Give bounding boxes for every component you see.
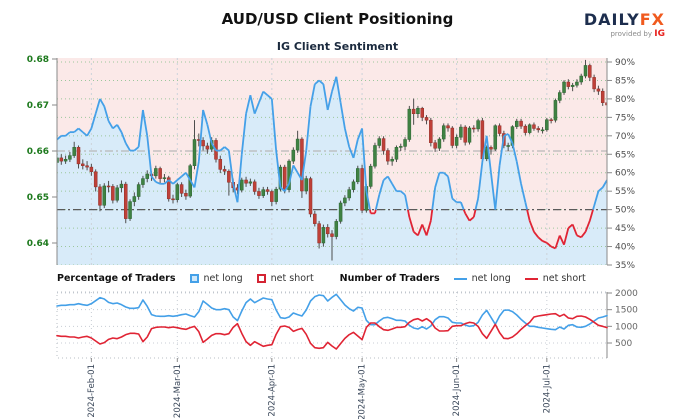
page-title: AUD/USD Client Positioning — [221, 10, 454, 28]
svg-text:85%: 85% — [615, 76, 635, 86]
svg-text:65%: 65% — [615, 150, 635, 160]
legend-num-net-long: net long — [453, 273, 511, 284]
legend-pct-heading: Percentage of Traders — [57, 273, 176, 284]
svg-text:75%: 75% — [615, 113, 635, 123]
dailyfx-logo: DAILYFX provided by IG — [583, 10, 665, 39]
svg-text:500: 500 — [615, 339, 632, 349]
svg-text:2024-Jun-01: 2024-Jun-01 — [452, 364, 462, 416]
svg-text:80%: 80% — [615, 95, 635, 105]
chart-subtitle: IG Client Sentiment — [276, 40, 399, 53]
svg-text:1500: 1500 — [615, 306, 638, 316]
provided-by-ig: provided by IG — [610, 28, 665, 39]
svg-text:0.67: 0.67 — [27, 101, 49, 111]
svg-text:2024-Apr-01: 2024-Apr-01 — [267, 364, 277, 417]
svg-text:0.64: 0.64 — [27, 239, 49, 249]
dailyfx-wordmark: DAILYFX — [583, 10, 665, 29]
svg-text:0.65: 0.65 — [27, 193, 49, 203]
net-short-swatch-icon — [256, 274, 266, 283]
svg-text:0.66: 0.66 — [27, 147, 49, 157]
legend-pct-net-short: net short — [256, 273, 314, 284]
svg-text:45%: 45% — [615, 224, 635, 234]
svg-text:2024-Mar-01: 2024-Mar-01 — [173, 364, 183, 418]
svg-text:60%: 60% — [615, 169, 635, 179]
svg-text:50%: 50% — [615, 206, 635, 216]
svg-text:0.68: 0.68 — [27, 55, 49, 65]
svg-text:55%: 55% — [615, 187, 635, 197]
legend: Percentage of Traders net long net short… — [57, 273, 617, 284]
svg-text:2024-Jul-01: 2024-Jul-01 — [542, 364, 552, 413]
svg-text:35%: 35% — [615, 261, 635, 271]
net-short-line-icon — [524, 277, 538, 280]
svg-text:40%: 40% — [615, 243, 635, 253]
svg-text:70%: 70% — [615, 132, 635, 142]
svg-text:2024-Feb-01: 2024-Feb-01 — [87, 364, 97, 418]
svg-text:2024-May-01: 2024-May-01 — [358, 364, 368, 419]
svg-text:2000: 2000 — [615, 289, 638, 299]
legend-pct-net-long: net long — [189, 273, 243, 284]
legend-num-heading: Number of Traders — [339, 273, 440, 284]
ig-logo: IG — [654, 28, 665, 39]
svg-text:90%: 90% — [615, 58, 635, 68]
net-long-swatch-icon — [189, 274, 199, 283]
net-long-line-icon — [453, 277, 467, 280]
svg-text:1000: 1000 — [615, 322, 638, 332]
legend-num-net-short: net short — [524, 273, 586, 284]
